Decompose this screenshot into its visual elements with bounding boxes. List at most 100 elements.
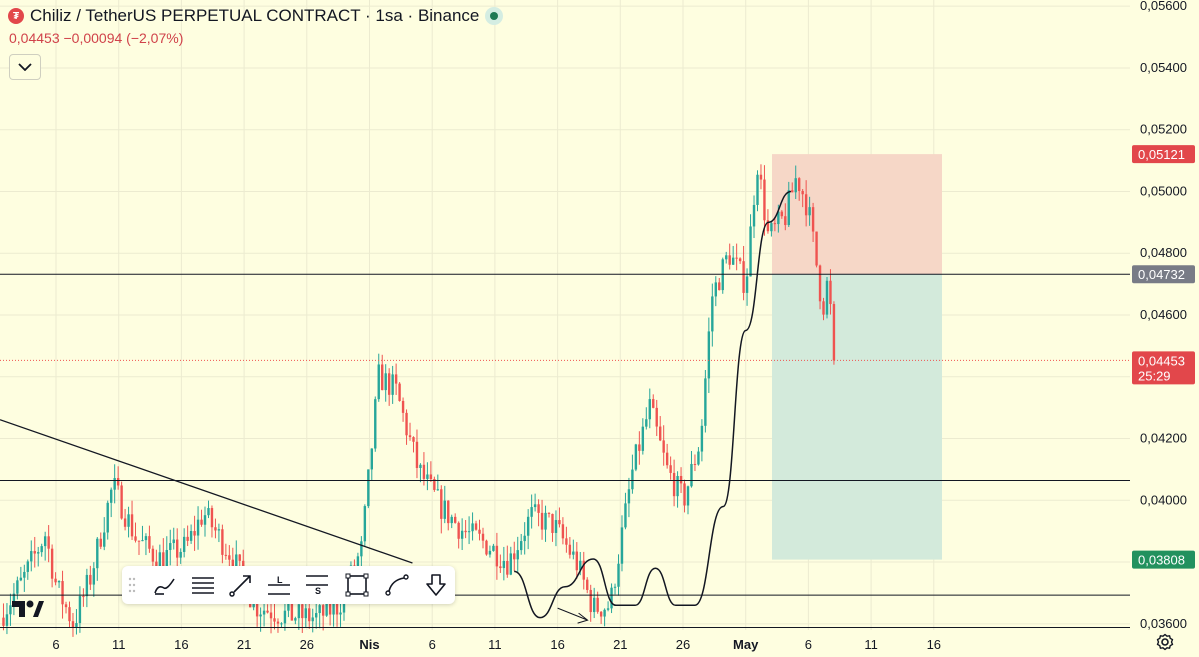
candle-body-13: [47, 536, 50, 549]
candle-body-43: [151, 548, 155, 562]
short-position-icon[interactable]: S: [304, 572, 330, 598]
candle-body-105: [367, 469, 370, 507]
entry-price-label-bg: [1132, 265, 1195, 284]
candle-body-61: [214, 527, 217, 531]
candle-body-129: [450, 516, 453, 524]
candle-body-51: [179, 551, 182, 558]
candle-body-181: [631, 469, 634, 490]
rectangle-icon[interactable]: [344, 572, 370, 598]
candle-body-230: [801, 190, 804, 195]
candle-body-202: [704, 378, 707, 426]
candle-body-144: [502, 560, 506, 569]
candle-body-239: [832, 304, 836, 361]
candle-body-133: [464, 530, 467, 533]
candle-body-52: [182, 536, 186, 552]
candle-body-170: [592, 597, 596, 613]
candle-body-177: [617, 563, 620, 587]
candle-body-34: [120, 485, 123, 519]
candle-body-5: [19, 577, 23, 581]
candle-body-82: [287, 601, 290, 611]
candle-body-172: [599, 611, 603, 617]
candle-body-2: [9, 605, 12, 615]
candle-body-185: [645, 419, 648, 427]
last-price-label-bg: [1132, 351, 1195, 385]
candle-body-152: [530, 507, 533, 517]
arrow-down-icon[interactable]: [423, 572, 449, 598]
candle-body-22: [78, 596, 82, 624]
candle-body-179: [624, 503, 627, 528]
candle-body-35: [123, 518, 127, 527]
symbol-title[interactable]: Chiliz / TetherUS PERPETUAL CONTRACT · 1…: [30, 6, 480, 25]
candle-body-7: [26, 561, 29, 572]
candle-body-136: [474, 523, 478, 530]
candle-body-156: [544, 512, 547, 530]
candle-body-174: [606, 608, 610, 610]
candle-body-140: [488, 550, 492, 555]
path-icon[interactable]: [384, 572, 410, 598]
candle-body-119: [415, 441, 419, 468]
candle-body-195: [679, 475, 683, 484]
market-status-icon[interactable]: [485, 7, 504, 25]
candle-body-112: [391, 374, 394, 395]
candle-body-220: [766, 220, 770, 232]
drawings[interactable]: [0, 190, 792, 624]
candle-body-147: [513, 553, 516, 560]
collapse-indicators-button[interactable]: [9, 54, 41, 80]
candle-body-142: [495, 545, 499, 567]
candle-body-233: [811, 207, 815, 232]
candle-body-111: [387, 373, 391, 395]
candle-body-208: [725, 255, 728, 260]
candle-body-196: [683, 483, 686, 506]
candle-body-209: [728, 255, 731, 265]
horizontal-lines[interactable]: [0, 273, 1130, 629]
candle-body-1: [5, 614, 9, 626]
x-tick-label-6: 6: [429, 637, 436, 652]
candle-body-78: [273, 618, 276, 622]
candle-body-203: [707, 331, 711, 379]
candle-body-123: [429, 474, 433, 480]
candle-body-212: [738, 258, 742, 262]
brush-icon[interactable]: [152, 572, 178, 598]
candle-body-227: [791, 190, 794, 193]
x-tick-label-8: 16: [550, 637, 564, 652]
candle-body-94: [328, 598, 332, 615]
candle-body-17: [61, 581, 64, 605]
candle-body-166: [579, 560, 582, 571]
grid-lines: [0, 0, 1130, 630]
candle-body-234: [815, 231, 818, 266]
candle-body-115: [401, 400, 405, 413]
take-profit-zone: [772, 274, 942, 560]
candle-body-139: [485, 540, 488, 555]
candle-body-201: [700, 425, 704, 452]
candle-body-162: [565, 538, 568, 545]
candle-body-6: [23, 571, 26, 578]
candle-body-18: [64, 604, 68, 608]
candle-body-157: [547, 512, 551, 514]
target-price-label-bg: [1132, 550, 1195, 569]
arrow-line-icon[interactable]: [228, 572, 254, 598]
candle-body-73: [255, 601, 259, 617]
y-tick-label-10: 0,05600: [1140, 0, 1187, 13]
candle-body-72: [252, 601, 255, 608]
drag-handle-icon[interactable]: [128, 577, 136, 593]
candle-body-63: [221, 529, 224, 555]
stop-price-label-bg: [1132, 145, 1195, 164]
drawing-toolbar: L S: [122, 566, 455, 604]
candle-body-79: [276, 621, 280, 624]
candle-body-59: [207, 508, 210, 516]
position-zones[interactable]: [772, 154, 942, 560]
candle-body-36: [127, 514, 130, 527]
candle-body-175: [610, 587, 613, 609]
candle-body-49: [172, 539, 175, 544]
long-position-icon[interactable]: L: [266, 572, 292, 598]
candle-body-173: [603, 609, 606, 617]
candle-body-85: [297, 604, 301, 619]
candle-body-23: [82, 596, 85, 598]
x-tick-label-7: 11: [488, 637, 502, 652]
horizontal-lines-icon[interactable]: [190, 572, 216, 598]
gear-icon[interactable]: [1156, 633, 1174, 651]
candle-body-216: [752, 204, 756, 227]
candle-body-199: [693, 463, 697, 465]
